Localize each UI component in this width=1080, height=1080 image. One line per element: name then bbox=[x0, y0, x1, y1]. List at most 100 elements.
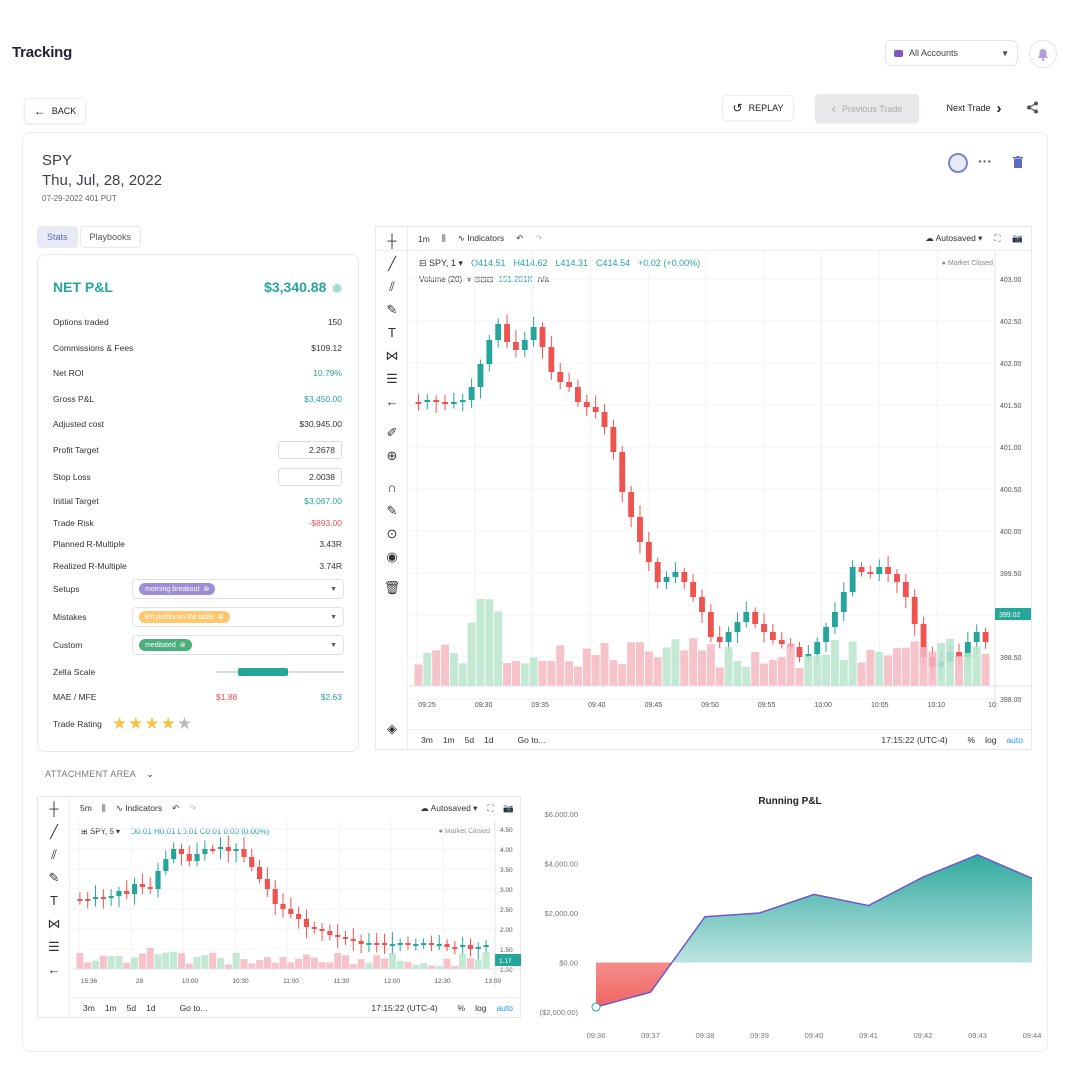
replay-button[interactable]: ↺ REPLAY bbox=[722, 95, 794, 121]
trend-line-icon[interactable]: ╱ bbox=[388, 256, 396, 271]
profit-target-input[interactable]: 2.2678 bbox=[278, 441, 342, 459]
percent-toggle[interactable]: % bbox=[457, 1002, 466, 1013]
auto-toggle[interactable]: auto bbox=[496, 1002, 513, 1013]
star-icon[interactable]: ★ bbox=[111, 714, 129, 733]
mistakes-select[interactable]: left profits on the table ⊗ ▼ bbox=[132, 607, 344, 627]
volume-bar bbox=[698, 650, 706, 686]
previous-trade-button[interactable]: ‹ Previous Trade bbox=[815, 94, 919, 123]
eye-icon[interactable]: ◉ bbox=[332, 281, 342, 294]
symbol-label[interactable]: ⊞ SPY, 5 ▾ bbox=[81, 827, 121, 836]
crosshair-icon[interactable]: ┼ bbox=[49, 801, 59, 816]
notification-bell-icon[interactable] bbox=[1029, 40, 1057, 68]
text-tool-icon[interactable]: T bbox=[388, 325, 396, 340]
log-toggle[interactable]: log bbox=[475, 1002, 487, 1013]
setups-select[interactable]: morning breakout ⊗ ▼ bbox=[132, 579, 344, 599]
goto-button[interactable]: Go to... bbox=[179, 1002, 208, 1013]
candlestick-plot[interactable]: 403.00 402.50 402.00 401.50 401.00 400.50 400.… bbox=[409, 252, 1031, 711]
custom-select[interactable]: meditated ⊗ ▼ bbox=[132, 635, 344, 655]
fullscreen-icon[interactable]: ⛶ bbox=[994, 233, 1001, 243]
crosshair-icon[interactable]: ┼ bbox=[387, 233, 397, 248]
candle-type-icon[interactable]: ⫼ bbox=[101, 802, 106, 813]
remove-tag-icon[interactable]: ⊗ bbox=[203, 586, 210, 593]
avatar-icon[interactable] bbox=[948, 153, 968, 173]
autosave-status[interactable]: ☁ Autosaved ▾ bbox=[420, 802, 478, 813]
volume-bar bbox=[963, 652, 972, 686]
candle-type-icon[interactable]: ⫼ bbox=[441, 233, 446, 243]
indicators-button[interactable]: ∿ Indicators bbox=[457, 233, 505, 243]
redo-icon[interactable]: ↷ bbox=[189, 802, 197, 813]
indicators-button[interactable]: ∿ Indicators bbox=[115, 802, 163, 813]
fullscreen-icon[interactable]: ⛶ bbox=[487, 802, 494, 813]
percent-toggle[interactable]: % bbox=[967, 734, 976, 745]
drawing-toolbar: ┼ ╱ ⫽ ✎ T ⋈ ☰ ← bbox=[38, 797, 70, 1017]
star-icon[interactable]: ★ bbox=[144, 714, 161, 733]
brush-icon[interactable]: ✎ bbox=[386, 302, 398, 317]
range-1d[interactable]: 1d bbox=[484, 734, 494, 745]
undo-icon[interactable]: ↶ bbox=[172, 802, 180, 813]
redo-icon[interactable]: ↷ bbox=[535, 233, 543, 243]
star-rating[interactable]: ★★★★★ bbox=[112, 714, 193, 734]
star-icon[interactable]: ★ bbox=[160, 714, 177, 733]
more-options-icon[interactable]: ··· bbox=[978, 153, 992, 169]
undo-icon[interactable]: ↶ bbox=[516, 233, 524, 243]
small-candlestick-plot[interactable]: 4.50 4.00 3.50 3.00 2.50 2.00 1.50 1.00 1.17 15:3… bbox=[71, 819, 521, 997]
interval-selector[interactable]: 1m bbox=[418, 233, 430, 244]
unlock-icon[interactable]: ⊙ bbox=[386, 526, 398, 541]
log-toggle[interactable]: log bbox=[985, 734, 997, 745]
volume-bar bbox=[822, 654, 831, 686]
next-trade-button[interactable]: Next Trade › bbox=[931, 95, 1017, 121]
pattern-tool-icon[interactable]: ⋈ bbox=[385, 348, 399, 363]
range-1m[interactable]: 1m bbox=[104, 1002, 117, 1013]
delete-icon[interactable] bbox=[1013, 156, 1023, 174]
brush-icon[interactable]: ✎ bbox=[48, 870, 60, 885]
remove-tag-icon[interactable]: ⊗ bbox=[217, 614, 224, 621]
back-button[interactable]: ← BACK bbox=[24, 98, 86, 124]
camera-icon[interactable]: 📷 bbox=[503, 802, 514, 813]
range-3m[interactable]: 3m bbox=[421, 734, 433, 745]
tab-stats[interactable]: Stats bbox=[37, 226, 78, 248]
price-chart[interactable]: 1m ⫼ ∿ Indicators ↶ ↷ ☁ Autosaved ▾ ⛶ 📷 … bbox=[375, 226, 1032, 750]
stop-loss-input[interactable]: 2.0038 bbox=[278, 468, 342, 486]
pattern-tool-icon[interactable]: ⋈ bbox=[47, 916, 61, 931]
range-1m[interactable]: 1m bbox=[442, 734, 455, 745]
remove-tag-icon[interactable]: ⊗ bbox=[179, 642, 186, 649]
range-1d[interactable]: 1d bbox=[146, 1002, 156, 1013]
trash-icon[interactable]: 🗑 bbox=[383, 580, 401, 595]
symbol-label[interactable]: ⊟ SPY, 1 ▾ bbox=[419, 258, 463, 268]
account-selector[interactable]: All Accounts ▼ bbox=[885, 40, 1018, 66]
volume-bar bbox=[256, 960, 264, 969]
candle-body bbox=[681, 572, 688, 582]
volume-bar bbox=[318, 962, 326, 969]
range-5d[interactable]: 5d bbox=[464, 734, 475, 745]
layers-icon[interactable]: ◈ bbox=[387, 721, 397, 736]
volume-bar bbox=[287, 962, 295, 969]
star-icon[interactable]: ★ bbox=[128, 714, 145, 733]
range-3m[interactable]: 3m bbox=[83, 1002, 95, 1013]
magnet-icon[interactable]: ∩ bbox=[387, 480, 397, 495]
eye-icon[interactable]: ◉ bbox=[386, 549, 398, 564]
zoom-in-icon[interactable]: ⊕ bbox=[386, 448, 398, 463]
star-icon[interactable]: ★ bbox=[176, 714, 194, 733]
fib-tool-icon[interactable]: ⫽ bbox=[51, 847, 57, 862]
trend-line-icon[interactable]: ╱ bbox=[50, 824, 58, 839]
autosave-status[interactable]: ☁ Autosaved ▾ bbox=[925, 233, 983, 243]
interval-selector[interactable]: 5m bbox=[80, 803, 92, 813]
arrow-left-icon[interactable]: ← bbox=[385, 394, 399, 409]
range-5d[interactable]: 5d bbox=[126, 1002, 137, 1013]
ruler-icon[interactable]: ✐ bbox=[386, 425, 398, 440]
attachment-area-toggle[interactable]: ATTACHMENT AREA ⌄ bbox=[45, 769, 155, 779]
fib-tool-icon[interactable]: ⫽ bbox=[389, 279, 395, 294]
auto-toggle[interactable]: auto bbox=[1006, 734, 1023, 745]
attachment-chart[interactable]: 5m ⫼ ∿ Indicators ↶ ↷ ☁ Autosaved ▾ ⛶ 📷 … bbox=[37, 796, 521, 1018]
share-icon[interactable] bbox=[1026, 101, 1039, 119]
arrow-left-icon[interactable]: ← bbox=[47, 962, 61, 977]
forecast-tool-icon[interactable]: ☰ bbox=[386, 371, 398, 386]
goto-button[interactable]: Go to... bbox=[517, 734, 546, 745]
lock-drawings-icon[interactable]: ✎ bbox=[386, 503, 398, 518]
forecast-tool-icon[interactable]: ☰ bbox=[48, 939, 60, 954]
candle-body bbox=[964, 642, 971, 657]
camera-icon[interactable]: 📷 bbox=[1012, 233, 1023, 243]
text-tool-icon[interactable]: T bbox=[50, 893, 58, 908]
volume-bar bbox=[644, 651, 653, 686]
tab-playbooks[interactable]: Playbooks bbox=[79, 226, 142, 248]
